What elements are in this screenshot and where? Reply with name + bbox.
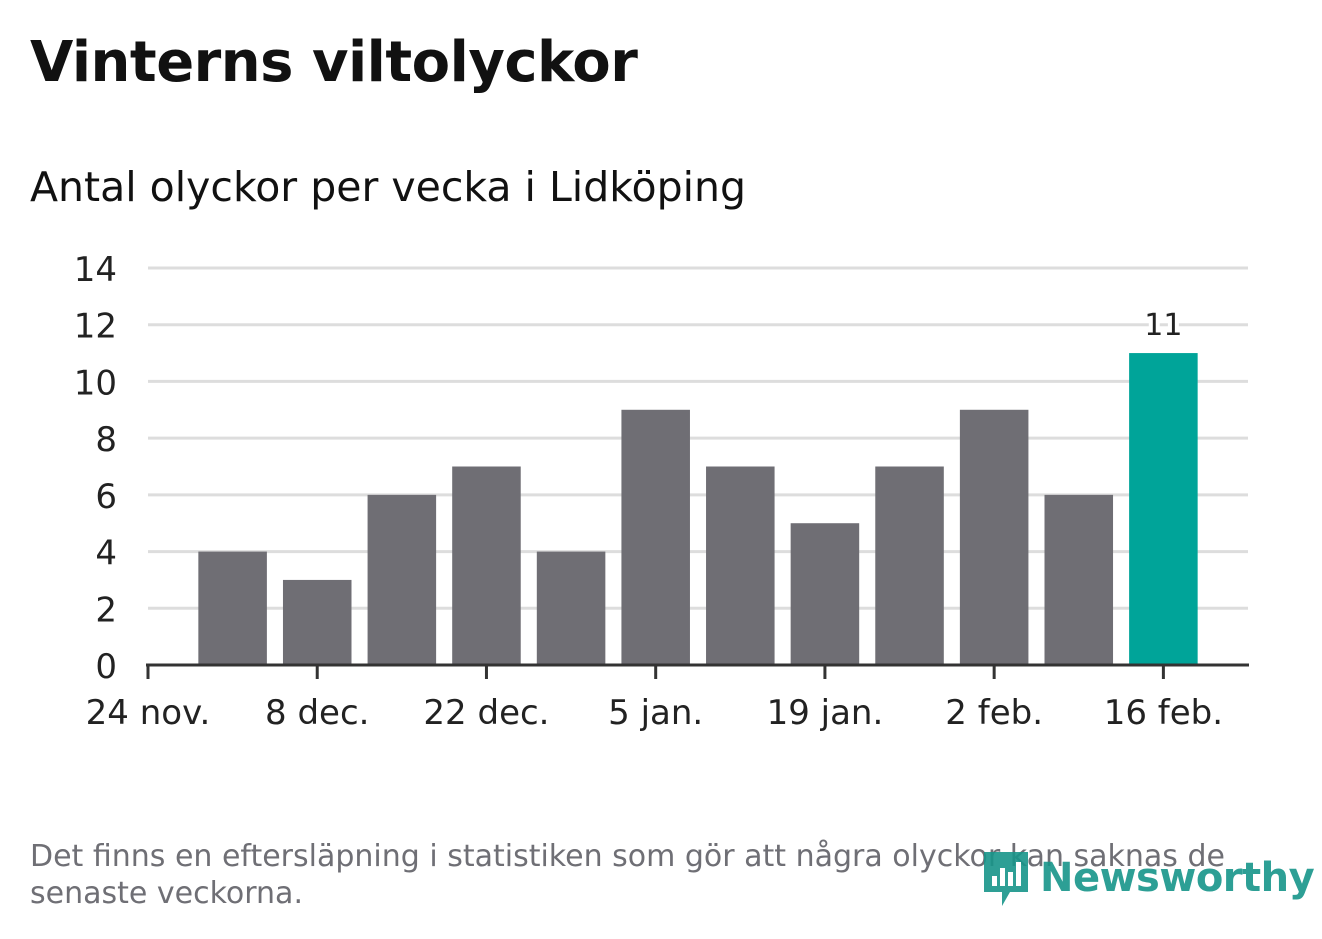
brand-name: Newsworthy (1040, 855, 1315, 901)
y-tick-label: 2 (95, 590, 117, 630)
x-tick-label: 24 nov. (86, 693, 211, 733)
bar (367, 494, 437, 665)
x-axis (146, 663, 1249, 679)
y-tick-label: 14 (74, 250, 117, 290)
bar (621, 409, 690, 665)
bar (1044, 494, 1114, 665)
x-tick-label: 8 dec. (265, 693, 369, 733)
x-tick-label: 16 feb. (1104, 693, 1223, 733)
x-tick-label: 2 feb. (945, 693, 1043, 733)
x-tick-label: 5 jan. (608, 693, 703, 733)
y-tick-label: 8 (95, 420, 117, 460)
bar (452, 466, 521, 665)
y-tick-label: 10 (74, 363, 117, 403)
bar (875, 466, 944, 665)
chart-title: Vinterns viltolyckor (30, 30, 638, 95)
bar (1129, 353, 1198, 665)
y-tick-label: 4 (95, 534, 117, 574)
newsworthy-logo-icon (984, 852, 1028, 906)
y-tick-label: 0 (95, 647, 117, 687)
data-labels: 11 (1140, 304, 1186, 347)
bar-chart: 0 2 4 6 8 10 12 14 24 nov. 8 dec. 22 dec. 5 jan. 19… (74, 250, 1249, 733)
y-tick-label: 6 (95, 477, 117, 517)
data-label: 11 (1144, 308, 1182, 343)
bar (706, 466, 775, 665)
bars (198, 353, 1198, 665)
chart-subtitle: Antal olyckor per vecka i Lidköping (30, 163, 747, 211)
bar (282, 579, 352, 665)
x-tick-label: 22 dec. (423, 693, 549, 733)
y-tick-label: 12 (74, 307, 117, 347)
y-axis-labels: 0 2 4 6 8 10 12 14 (74, 250, 117, 687)
x-axis-labels: 24 nov. 8 dec. 22 dec. 5 jan. 19 jan. 2 feb. 1… (86, 693, 1223, 733)
brand-logo[interactable]: Newsworthy (980, 846, 1315, 910)
bar (536, 551, 606, 665)
bar (959, 409, 1029, 665)
x-tick-label: 19 jan. (767, 693, 884, 733)
bar (198, 551, 267, 665)
bar (790, 523, 860, 665)
